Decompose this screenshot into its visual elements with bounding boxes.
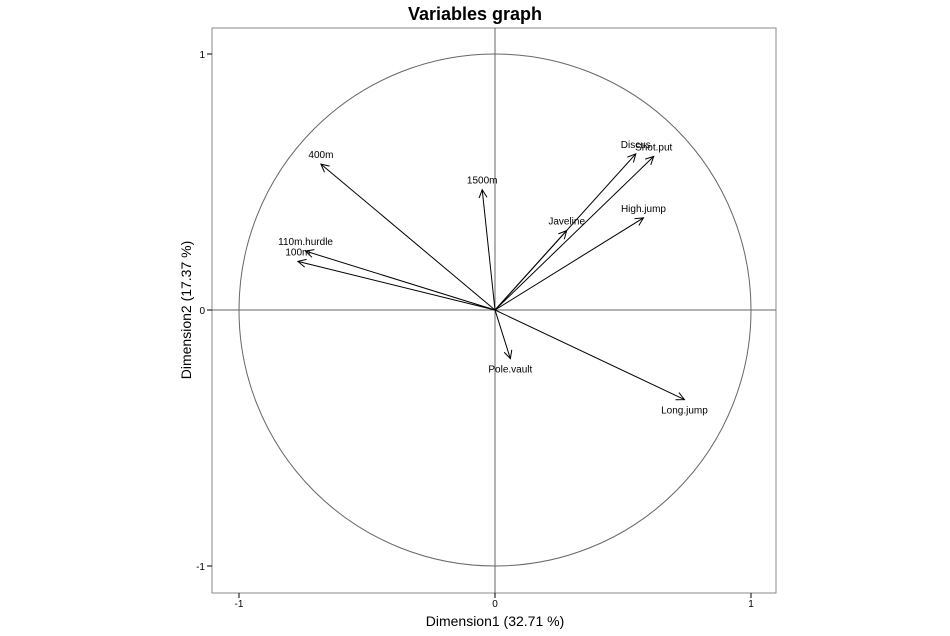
variable-label: 400m: [308, 150, 333, 161]
variable-vector: [321, 164, 496, 311]
variable-label: 1500m: [467, 176, 498, 187]
axes-layer: -1 0 1 -1 0 1: [196, 28, 776, 610]
variable-label: Shot.put: [635, 142, 672, 153]
x-tick-label: -1: [235, 599, 244, 610]
variable-label: Discus: [621, 140, 651, 151]
variable-label: Pole.vault: [488, 365, 532, 376]
y-tick-label: 1: [199, 50, 205, 61]
variable-vector: [494, 156, 654, 311]
variable-vector: [494, 231, 567, 311]
variable-label: 110m.hurdle: [278, 237, 333, 248]
variable-label: High.jump: [621, 204, 666, 215]
variable-label: Long.jump: [661, 406, 708, 417]
chart-title: Variables graph: [408, 4, 542, 24]
x-tick-label: 0: [492, 599, 498, 610]
variable-label: Javeline: [548, 217, 585, 228]
variable-vector: [298, 261, 496, 311]
x-axis-title: Dimension1 (32.71 %): [426, 613, 565, 629]
y-tick-label: 0: [199, 306, 205, 317]
variable-vector: [306, 251, 496, 311]
variable-vector: [482, 190, 496, 311]
variable-vector: [494, 309, 510, 359]
y-tick-label: -1: [196, 562, 205, 573]
variable-vector: [494, 309, 684, 400]
x-tick-label: 1: [748, 599, 754, 610]
variable-vector: [494, 218, 643, 311]
variable-label: 100m: [285, 247, 310, 258]
y-axis-title: Dimension2 (17.37 %): [178, 241, 194, 380]
